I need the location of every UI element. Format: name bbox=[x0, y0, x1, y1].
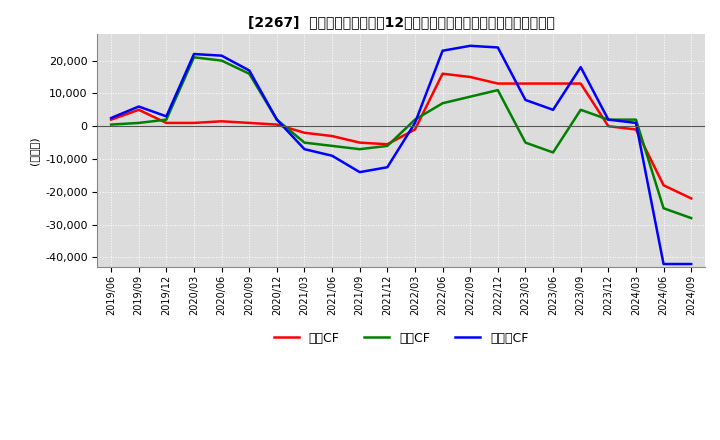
投賃CF bbox=[410, 117, 419, 122]
フリーCF bbox=[217, 53, 226, 59]
営業CF bbox=[356, 140, 364, 145]
営業CF bbox=[107, 117, 115, 122]
営業CF bbox=[135, 107, 143, 113]
営業CF bbox=[631, 127, 640, 132]
フリーCF bbox=[577, 65, 585, 70]
Line: 投賃CF: 投賃CF bbox=[111, 57, 691, 218]
フリーCF bbox=[631, 120, 640, 125]
投賃CF bbox=[549, 150, 557, 155]
フリーCF bbox=[493, 45, 502, 50]
フリーCF bbox=[438, 48, 447, 53]
営業CF bbox=[328, 133, 336, 139]
投賃CF bbox=[577, 107, 585, 113]
投賃CF bbox=[604, 117, 613, 122]
フリーCF bbox=[466, 43, 474, 48]
投賃CF bbox=[162, 117, 171, 122]
投賃CF bbox=[660, 205, 668, 211]
営業CF bbox=[493, 81, 502, 86]
フリーCF bbox=[189, 51, 198, 57]
営業CF bbox=[466, 74, 474, 80]
投賃CF bbox=[631, 117, 640, 122]
フリーCF bbox=[687, 261, 696, 267]
Title: [2267]  キャッシュフローの12か月移動合計の対前年同期増減額の推移: [2267] キャッシュフローの12か月移動合計の対前年同期増減額の推移 bbox=[248, 15, 554, 29]
フリーCF bbox=[107, 115, 115, 121]
フリーCF bbox=[549, 107, 557, 113]
営業CF bbox=[273, 122, 282, 127]
投賃CF bbox=[356, 147, 364, 152]
フリーCF bbox=[245, 68, 253, 73]
営業CF bbox=[410, 127, 419, 132]
フリーCF bbox=[604, 117, 613, 122]
フリーCF bbox=[521, 97, 530, 103]
フリーCF bbox=[135, 104, 143, 109]
投賃CF bbox=[273, 117, 282, 122]
営業CF bbox=[577, 81, 585, 86]
営業CF bbox=[438, 71, 447, 77]
フリーCF bbox=[328, 153, 336, 158]
営業CF bbox=[521, 81, 530, 86]
フリーCF bbox=[383, 165, 392, 170]
フリーCF bbox=[356, 169, 364, 175]
Legend: 営業CF, 投賃CF, フリーCF: 営業CF, 投賃CF, フリーCF bbox=[269, 326, 534, 350]
フリーCF bbox=[162, 114, 171, 119]
フリーCF bbox=[410, 120, 419, 125]
投賃CF bbox=[300, 140, 309, 145]
投賃CF bbox=[466, 94, 474, 99]
営業CF bbox=[217, 119, 226, 124]
営業CF bbox=[687, 196, 696, 201]
投賃CF bbox=[328, 143, 336, 149]
投賃CF bbox=[189, 55, 198, 60]
投賃CF bbox=[135, 120, 143, 125]
営業CF bbox=[162, 120, 171, 125]
投賃CF bbox=[245, 71, 253, 77]
Y-axis label: (百万円): (百万円) bbox=[30, 136, 40, 165]
フリーCF bbox=[300, 147, 309, 152]
営業CF bbox=[604, 124, 613, 129]
フリーCF bbox=[660, 261, 668, 267]
営業CF bbox=[300, 130, 309, 136]
営業CF bbox=[245, 120, 253, 125]
営業CF bbox=[660, 183, 668, 188]
投賃CF bbox=[438, 101, 447, 106]
投賃CF bbox=[521, 140, 530, 145]
フリーCF bbox=[273, 117, 282, 122]
Line: フリーCF: フリーCF bbox=[111, 46, 691, 264]
投賃CF bbox=[217, 58, 226, 63]
投賃CF bbox=[383, 143, 392, 149]
投賃CF bbox=[687, 216, 696, 221]
営業CF bbox=[383, 142, 392, 147]
営業CF bbox=[549, 81, 557, 86]
営業CF bbox=[189, 120, 198, 125]
Line: 営業CF: 営業CF bbox=[111, 74, 691, 198]
投賃CF bbox=[493, 88, 502, 93]
投賃CF bbox=[107, 122, 115, 127]
